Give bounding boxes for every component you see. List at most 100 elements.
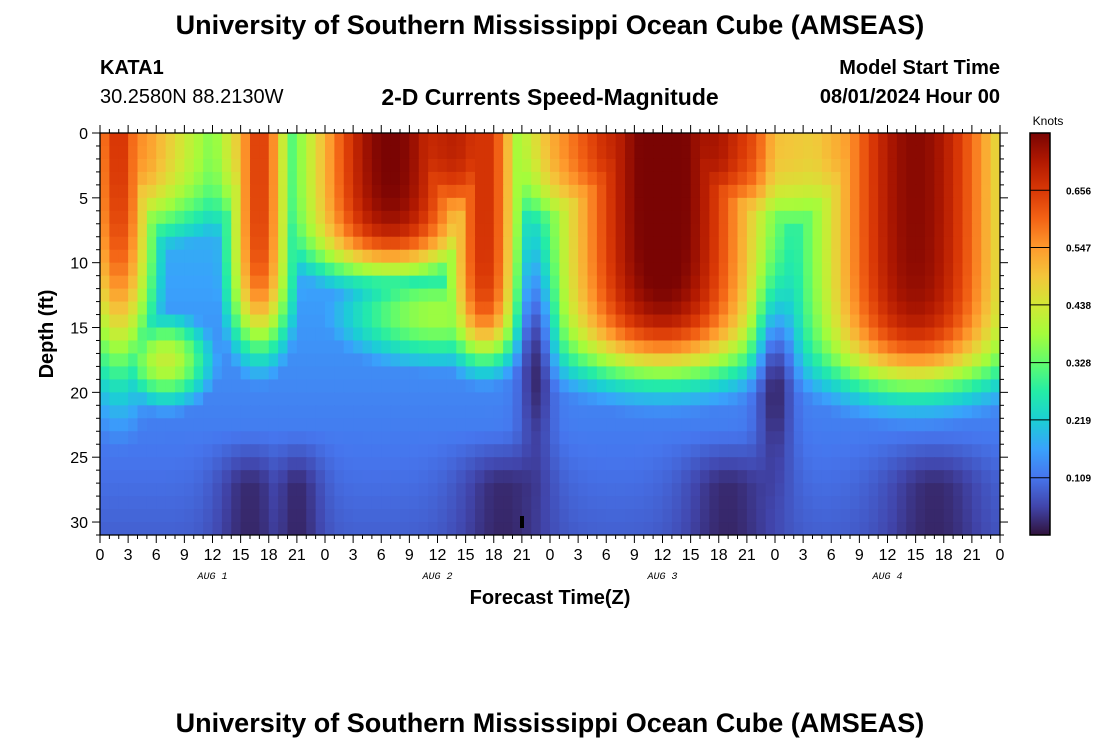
heat-cell bbox=[643, 197, 654, 212]
heat-cell bbox=[240, 301, 251, 316]
heat-cell bbox=[503, 314, 514, 329]
heat-cell bbox=[446, 405, 457, 419]
heat-cell bbox=[953, 249, 964, 264]
heat-cell bbox=[878, 210, 889, 225]
heat-cell bbox=[512, 314, 523, 329]
heat-cell bbox=[587, 522, 598, 535]
heat-cell bbox=[596, 444, 607, 458]
heat-cell bbox=[184, 483, 195, 497]
heat-cell bbox=[306, 483, 317, 497]
heat-cell bbox=[906, 262, 917, 277]
heat-cell bbox=[831, 236, 842, 251]
heat-cell bbox=[700, 327, 710, 342]
heat-cell bbox=[100, 249, 110, 264]
heat-cell bbox=[896, 314, 907, 329]
heat-cell bbox=[287, 509, 298, 523]
heat-cell bbox=[596, 171, 607, 186]
heat-cell bbox=[100, 340, 110, 355]
heat-cell bbox=[868, 158, 879, 173]
heat-cell bbox=[203, 288, 214, 303]
heat-cell bbox=[559, 288, 570, 303]
heat-cell bbox=[615, 314, 626, 329]
heat-cell bbox=[287, 431, 298, 445]
heat-cell bbox=[728, 353, 739, 368]
heat-cell bbox=[315, 145, 326, 160]
heat-cell bbox=[315, 210, 326, 225]
heat-cell bbox=[334, 210, 345, 225]
heat-cell bbox=[409, 133, 420, 147]
heat-cell bbox=[512, 158, 523, 173]
heat-cell bbox=[587, 366, 598, 380]
heat-cell bbox=[156, 366, 167, 380]
heat-cell bbox=[493, 457, 504, 471]
heat-cell bbox=[681, 496, 692, 510]
heat-cell bbox=[175, 418, 185, 432]
heat-cell bbox=[793, 133, 804, 147]
heat-cell bbox=[915, 171, 926, 186]
heat-cell bbox=[109, 457, 120, 471]
heat-cell bbox=[184, 392, 195, 406]
heat-cell bbox=[118, 236, 129, 251]
heat-cell bbox=[418, 392, 429, 406]
heat-cell bbox=[718, 353, 729, 368]
heat-cell bbox=[287, 418, 298, 432]
heat-cell bbox=[109, 366, 120, 380]
heat-cell bbox=[118, 483, 129, 497]
heat-cell bbox=[925, 223, 935, 238]
heat-cell bbox=[662, 483, 673, 497]
heat-cell bbox=[184, 496, 195, 510]
heat-cell bbox=[568, 262, 579, 277]
heat-cell bbox=[475, 236, 485, 251]
heat-cell bbox=[521, 431, 532, 445]
heat-cell bbox=[353, 158, 364, 173]
heat-cell bbox=[531, 301, 542, 316]
heat-cell bbox=[221, 483, 232, 497]
heat-cell bbox=[587, 379, 598, 393]
heat-cell bbox=[109, 405, 120, 419]
heat-cell bbox=[156, 379, 167, 393]
heat-cell bbox=[896, 366, 907, 380]
heat-cell bbox=[962, 340, 973, 355]
heat-cell bbox=[118, 249, 129, 264]
heat-cell bbox=[643, 223, 654, 238]
heat-cell bbox=[915, 379, 926, 393]
x-axis-label: Forecast Time(Z) bbox=[470, 587, 631, 609]
x-tick-label: 15 bbox=[682, 547, 700, 564]
heat-cell bbox=[887, 171, 898, 186]
heat-cell bbox=[484, 366, 495, 380]
heat-cell bbox=[203, 184, 214, 199]
heat-cell bbox=[371, 327, 382, 342]
heat-cell bbox=[165, 366, 176, 380]
heat-cell bbox=[821, 184, 832, 199]
heat-cell bbox=[643, 210, 654, 225]
heat-cell bbox=[137, 145, 148, 160]
heat-cell bbox=[990, 236, 1000, 251]
heat-cell bbox=[868, 288, 879, 303]
heat-cell bbox=[934, 236, 945, 251]
heat-cell bbox=[325, 470, 335, 484]
heat-cell bbox=[250, 210, 260, 225]
heat-cell bbox=[859, 509, 870, 523]
heat-cell bbox=[559, 133, 570, 147]
heat-cell bbox=[325, 210, 335, 225]
heat-cell bbox=[446, 210, 457, 225]
heat-cell bbox=[306, 327, 317, 342]
heat-cell bbox=[540, 353, 551, 368]
heat-cell bbox=[371, 405, 382, 419]
heat-cell bbox=[850, 509, 860, 523]
heat-cell bbox=[625, 418, 635, 432]
heat-cell bbox=[259, 522, 270, 535]
heat-cell bbox=[146, 314, 157, 329]
y-tick-label: 10 bbox=[70, 256, 88, 273]
heat-cell bbox=[775, 353, 785, 368]
heat-cell bbox=[146, 184, 157, 199]
heat-cell bbox=[971, 197, 982, 212]
heat-cell bbox=[268, 353, 279, 368]
heat-cell bbox=[896, 431, 907, 445]
heat-cell bbox=[362, 158, 373, 173]
heat-cell bbox=[878, 249, 889, 264]
heat-cell bbox=[325, 249, 335, 264]
heat-cell bbox=[400, 223, 410, 238]
x-tick-label: 6 bbox=[152, 547, 161, 564]
heat-cell bbox=[821, 470, 832, 484]
